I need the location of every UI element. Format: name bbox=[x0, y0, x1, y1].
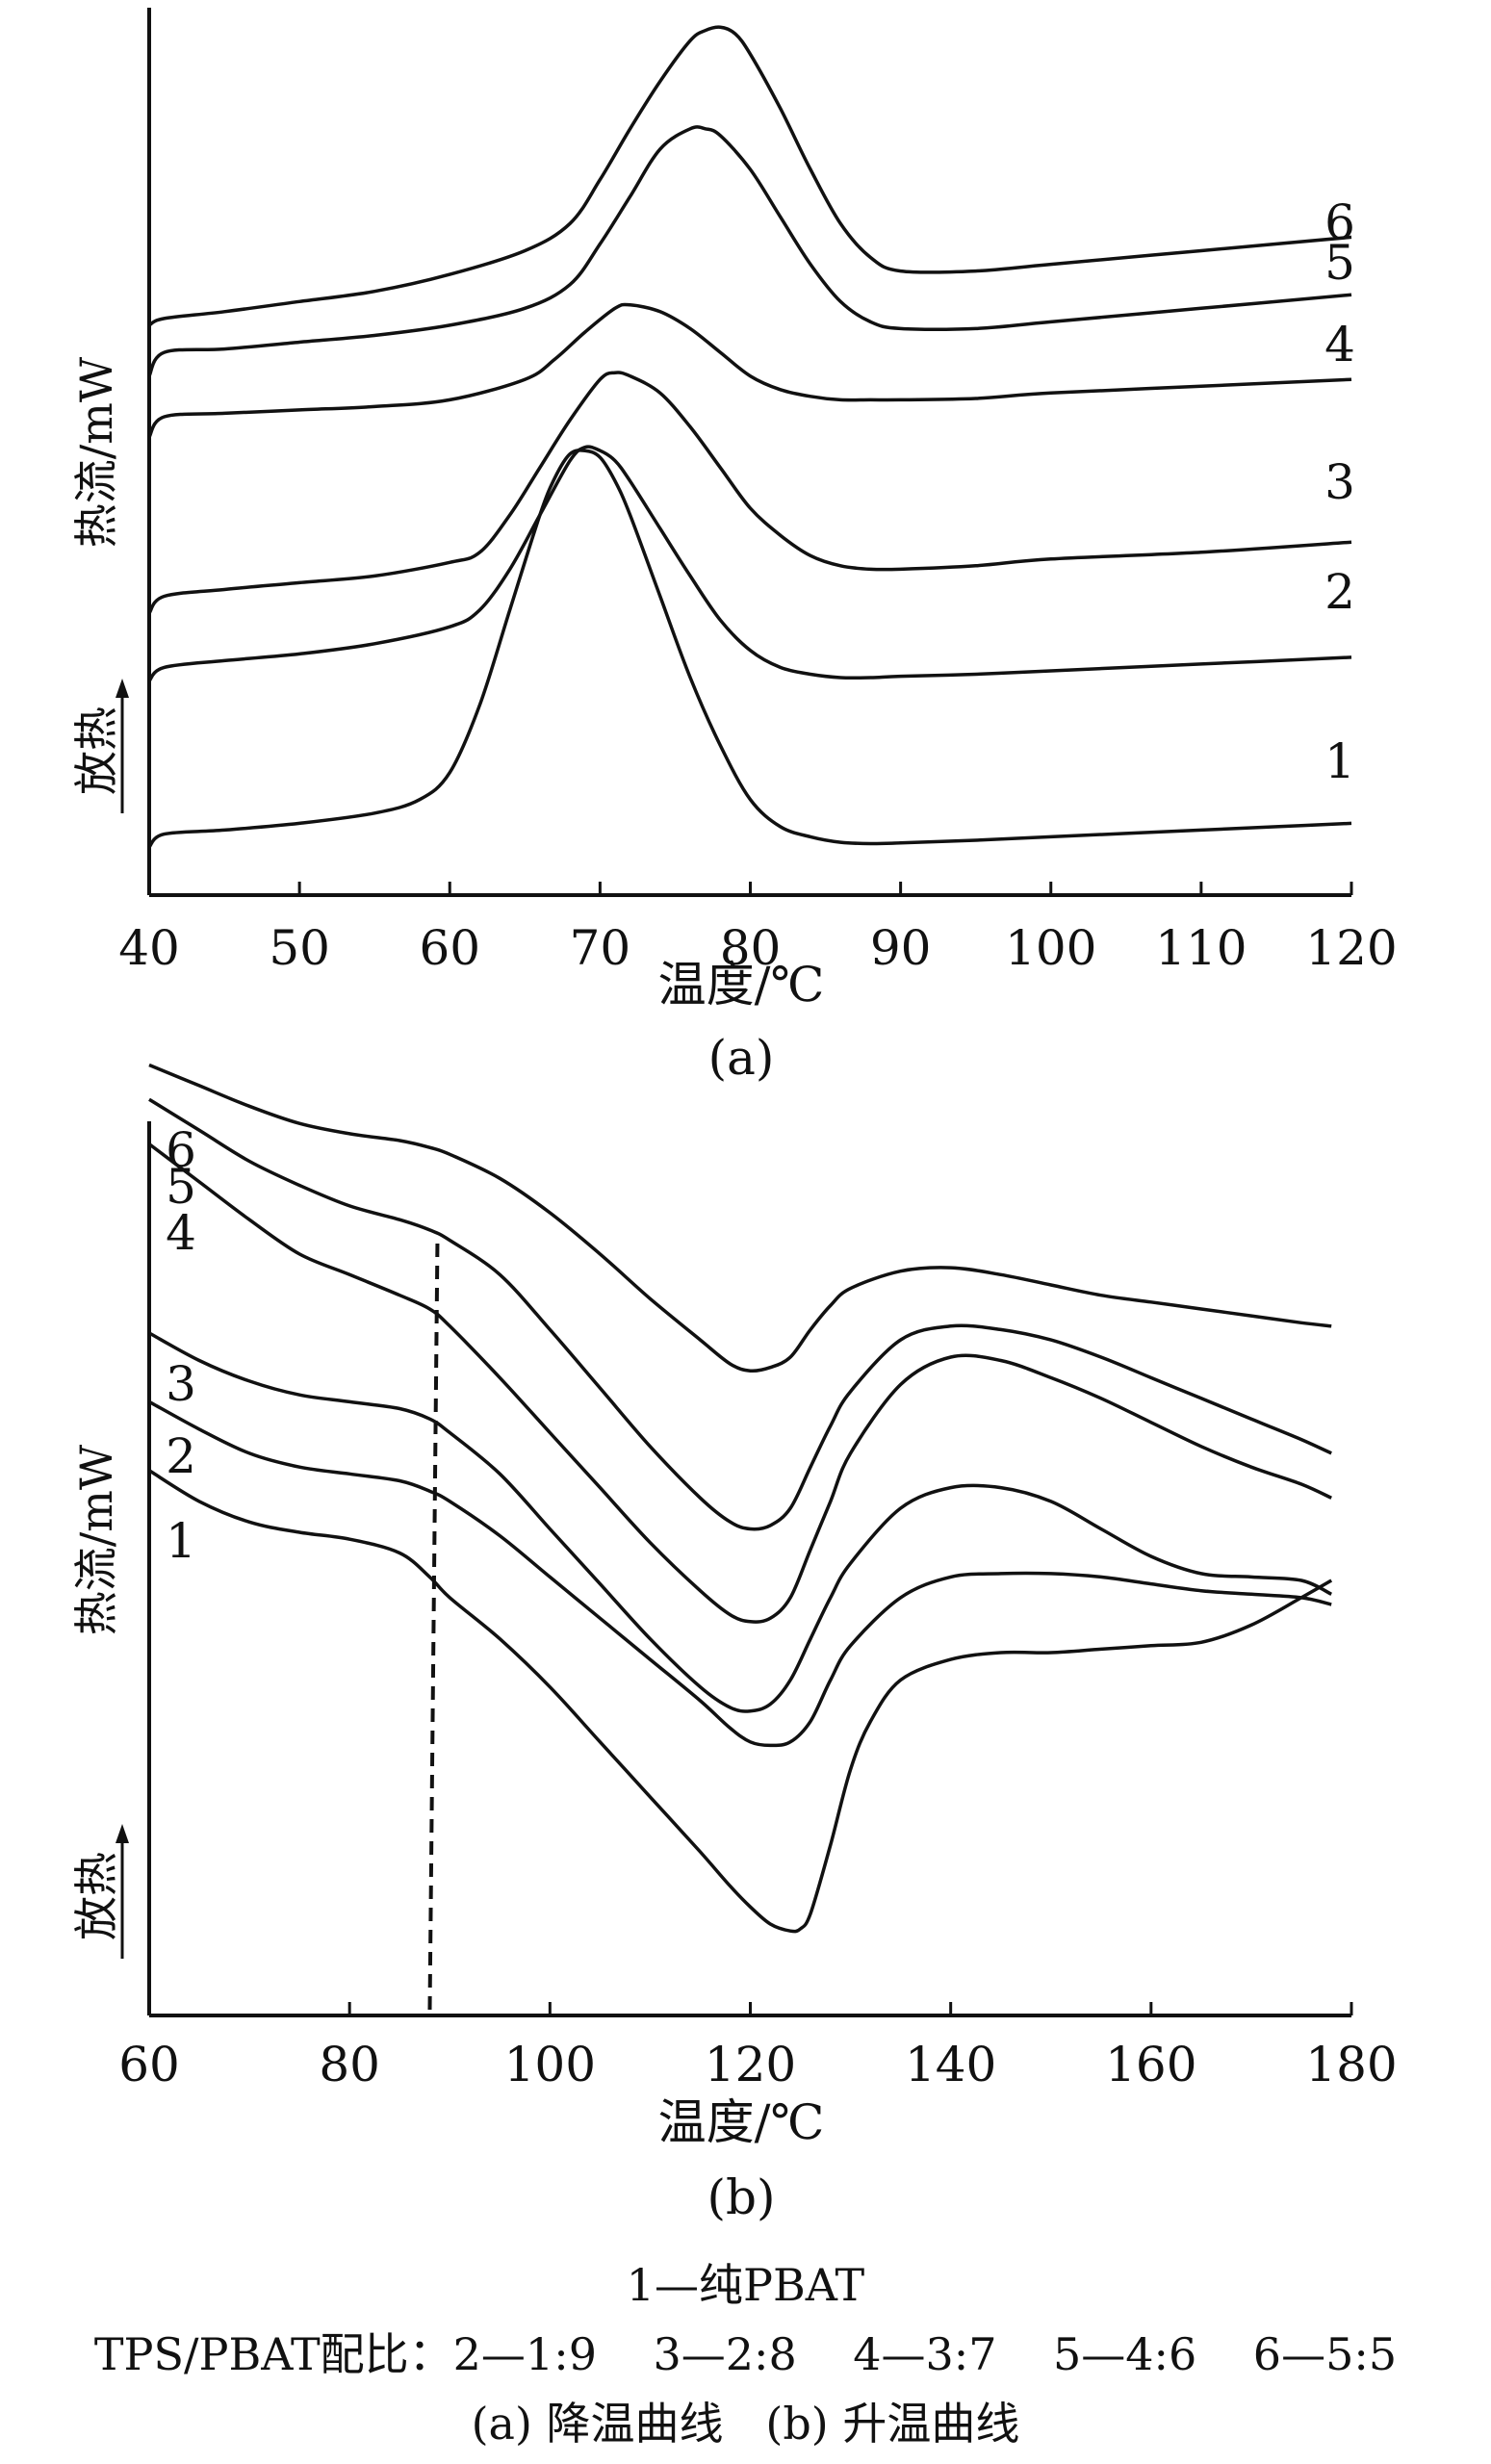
x-tick-label: 50 bbox=[269, 920, 330, 976]
x-tick-label: 80 bbox=[720, 920, 782, 976]
curves-a bbox=[147, 25, 1352, 849]
y-axis-label-a: 热流/mW bbox=[70, 356, 122, 548]
exo-label-b: 放热 bbox=[70, 1852, 122, 1940]
x-tick-label: 140 bbox=[905, 2037, 996, 2092]
y-axis-label-b: 热流/mW bbox=[70, 1444, 122, 1635]
series-label-1: 1 bbox=[1324, 733, 1355, 789]
series-label-4: 4 bbox=[1324, 317, 1355, 372]
x-tick-label: 60 bbox=[118, 2037, 180, 2092]
series-label-3: 3 bbox=[1324, 454, 1355, 510]
panel-label-b: (b) bbox=[707, 2169, 775, 2225]
curve-1 bbox=[147, 449, 1352, 849]
x-tick-label: 40 bbox=[118, 920, 180, 976]
curves-b bbox=[147, 1063, 1333, 1934]
curve-5 bbox=[147, 125, 1352, 377]
series-label-6: 6 bbox=[166, 1122, 196, 1178]
x-tick-label: 120 bbox=[705, 2037, 796, 2092]
caption-line-1: 1—纯PBAT bbox=[626, 2259, 865, 2311]
curve-1 bbox=[148, 1469, 1333, 1934]
exo-arrowhead-a bbox=[116, 679, 129, 698]
curve-6 bbox=[148, 25, 1352, 327]
series-label-2: 2 bbox=[166, 1428, 196, 1484]
exo-arrowhead-b bbox=[116, 1824, 129, 1843]
series-label-2: 2 bbox=[1324, 564, 1355, 620]
x-ticks-b: 60 80 100 120 140 160 180 bbox=[118, 2002, 1398, 2092]
curve-4 bbox=[147, 302, 1352, 439]
chart-panel-b: 60 80 100 120 140 160 180 1 2 3 456 温度/℃ (b) 热流/m… bbox=[70, 1063, 1398, 2225]
x-tick-label: 120 bbox=[1305, 920, 1397, 976]
series-labels-a: 1 2 3 4 56 bbox=[1324, 194, 1355, 789]
series-label-5: 5 bbox=[166, 1159, 196, 1215]
caption-line-2: TPS/PBAT配比：2—1:9 3—2:8 4—3:7 5—4:6 6—5:5 bbox=[93, 2328, 1398, 2380]
curve-2 bbox=[147, 445, 1352, 682]
caption-line-3: (a) 降温曲线 (b) 升温曲线 bbox=[471, 2398, 1020, 2450]
curve-3 bbox=[148, 1331, 1332, 1713]
curve-5 bbox=[148, 1097, 1332, 1531]
curve-4 bbox=[147, 1142, 1332, 1624]
x-axis-label-b: 温度/℃ bbox=[658, 2094, 825, 2150]
curve-2 bbox=[148, 1399, 1332, 1748]
x-tick-label: 180 bbox=[1305, 2037, 1397, 2092]
x-tick-label: 70 bbox=[570, 920, 631, 976]
series-label-5: 5 bbox=[1324, 235, 1355, 291]
exo-label-a: 放热 bbox=[70, 706, 122, 795]
curve-6 bbox=[148, 1063, 1332, 1373]
chart-panel-a: 40 50 60 70 80 90 100 110 120 1 2 3 4 56 温度/℃ (a) 热流… bbox=[70, 8, 1398, 1086]
series-label-1: 1 bbox=[166, 1513, 196, 1569]
series-label-6: 6 bbox=[1324, 194, 1355, 250]
x-ticks-a: 40 50 60 70 80 90 100 110 120 bbox=[118, 882, 1398, 976]
x-tick-label: 100 bbox=[1005, 920, 1096, 976]
x-tick-label: 80 bbox=[319, 2037, 380, 2092]
series-label-4: 4 bbox=[166, 1205, 196, 1261]
curve-3 bbox=[147, 371, 1352, 615]
series-label-3: 3 bbox=[166, 1356, 196, 1412]
x-tick-label: 110 bbox=[1155, 920, 1247, 976]
x-tick-label: 60 bbox=[419, 920, 480, 976]
series-labels-b: 1 2 3 456 bbox=[166, 1122, 196, 1569]
x-axis-label-a: 温度/℃ bbox=[658, 957, 825, 1013]
reference-dashed-line bbox=[427, 1243, 440, 2016]
panel-label-a: (a) bbox=[708, 1030, 775, 1086]
x-tick-label: 160 bbox=[1105, 2037, 1196, 2092]
x-tick-label: 90 bbox=[870, 920, 932, 976]
x-tick-label: 100 bbox=[504, 2037, 596, 2092]
